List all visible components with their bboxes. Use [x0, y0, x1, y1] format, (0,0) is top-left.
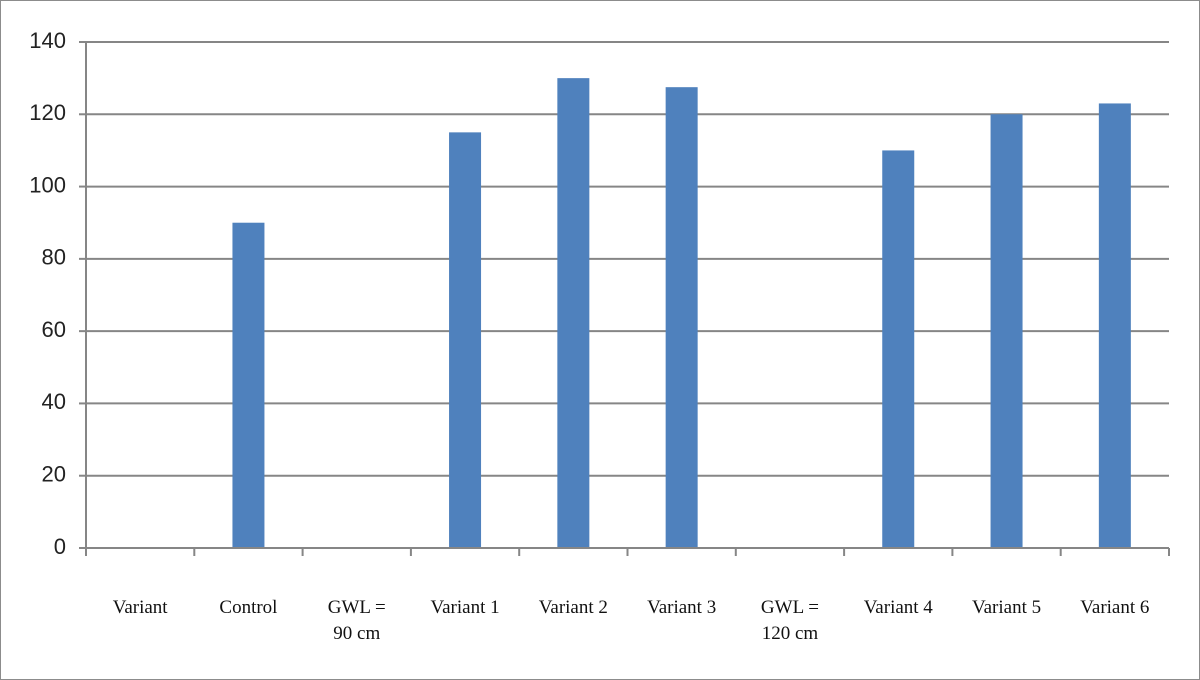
bar — [665, 87, 698, 548]
y-tick-label: 20 — [42, 462, 66, 487]
bar — [449, 132, 482, 548]
x-tick-label: Variant 3 — [647, 597, 717, 618]
x-tick-label: GWL = 90 cm — [327, 597, 386, 644]
x-tick-label: GWL = 120 cm — [760, 597, 819, 644]
x-tick-label: Variant 6 — [1080, 597, 1150, 618]
x-tick-label: Variant 2 — [538, 597, 608, 618]
x-tick-label: Variant 5 — [971, 597, 1042, 618]
bar — [557, 78, 590, 549]
x-tick-label: Variant 1 — [430, 597, 500, 618]
x-tick-label: Control — [219, 597, 278, 618]
bar — [882, 150, 915, 548]
bar — [232, 222, 265, 548]
bar — [1098, 103, 1131, 548]
y-tick-label: 0 — [54, 534, 66, 559]
bar — [990, 114, 1023, 549]
y-tick-label: 60 — [42, 317, 66, 342]
x-tick-label: Variant — [112, 597, 168, 618]
y-tick-label: 80 — [42, 245, 66, 270]
y-tick-label: 120 — [29, 100, 66, 125]
y-tick-label: 140 — [29, 28, 66, 53]
y-tick-label: 40 — [42, 389, 66, 414]
y-tick-label: 100 — [29, 172, 66, 197]
x-tick-label: Variant 4 — [863, 597, 933, 618]
